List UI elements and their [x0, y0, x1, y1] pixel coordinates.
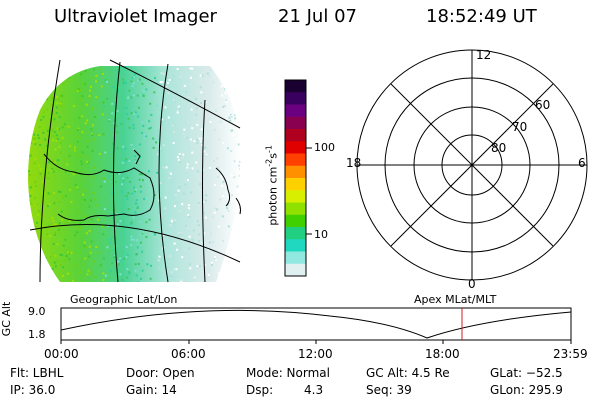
lat-label-80: 80 — [491, 141, 507, 155]
alt-tick-low: 1.8 — [28, 328, 46, 341]
time-label: 18:52:49 UT — [426, 6, 537, 27]
info-glat: GLat: −52.5 — [490, 366, 563, 380]
date-label: 21 Jul 07 — [278, 6, 357, 27]
info-seq: Seq: 39 — [366, 383, 412, 397]
colorbar-cell — [285, 214, 306, 228]
info-door: Door: Open — [126, 366, 195, 380]
colorbar-tick-10: 10 — [314, 228, 328, 241]
time-tick-1200: 12:00 — [298, 347, 333, 361]
info-mode: Mode: Normal — [246, 366, 330, 380]
colorbar-cell — [285, 251, 306, 265]
colorbar-cell — [285, 263, 306, 277]
info-gc-alt: GC Alt: 4.5 Re — [366, 366, 450, 380]
alt-tick-high: 9.0 — [28, 305, 46, 318]
colorbar-cell — [285, 190, 306, 203]
altitude-ylabel: GC Alt — [0, 301, 13, 337]
colorbar-cell — [285, 116, 306, 130]
colorbar-cell — [285, 80, 306, 93]
lat-label-60: 60 — [535, 98, 551, 112]
time-tick-0000: 00:00 — [44, 347, 79, 361]
lat-label-70: 70 — [512, 120, 528, 134]
info-dsp-label: Dsp: — [246, 383, 274, 397]
info-flt: Flt: LBHL — [10, 366, 64, 380]
info-gain: Gain: 14 — [126, 383, 177, 397]
instrument-title: Ultraviolet Imager — [54, 6, 217, 27]
mlt-label-0: 0 — [468, 277, 476, 291]
time-tick-0600: 06:00 — [171, 347, 206, 361]
colorbar-cell — [285, 141, 306, 154]
colorbar-cell — [285, 153, 306, 167]
time-tick-1800: 18:00 — [425, 347, 460, 361]
time-tick-2359: 23:59 — [553, 347, 588, 361]
colorbar-cell — [285, 239, 306, 252]
mlt-label-12: 12 — [476, 48, 492, 62]
mlt-label-18: 18 — [346, 156, 362, 170]
info-dsp-value: 4.3 — [304, 383, 324, 397]
colorbar-cell — [285, 92, 306, 105]
geo-grid — [29, 59, 241, 283]
colorbar-cell — [285, 202, 306, 216]
colorbar-cell — [285, 165, 306, 179]
colorbar-tick-100: 100 — [314, 141, 335, 154]
info-ip: IP: 36.0 — [10, 383, 56, 397]
mlt-label-6: 6 — [578, 156, 586, 170]
geographic-label: Geographic Lat/Lon — [70, 293, 178, 306]
colorbar-cell — [285, 129, 306, 142]
apex-label: Apex MLat/MLT — [414, 293, 497, 306]
coastline — [43, 149, 241, 221]
colorbar-cell — [285, 178, 306, 191]
colorbar-cell — [285, 104, 306, 118]
info-glon: GLon: 295.9 — [490, 383, 563, 397]
colorbar-cell — [285, 227, 306, 240]
